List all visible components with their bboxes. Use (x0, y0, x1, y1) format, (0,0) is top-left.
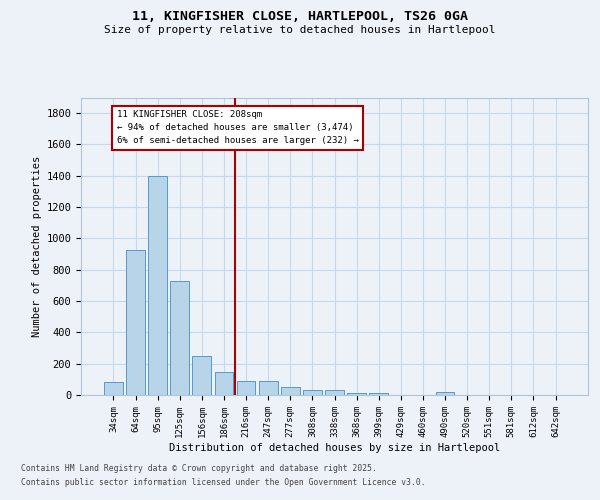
Bar (148, 176, 167, 395)
X-axis label: Distribution of detached houses by size in Hartlepool: Distribution of detached houses by size … (169, 442, 500, 452)
Bar (325, 390, 344, 395)
Bar (436, 392, 454, 395)
Text: 11 KINGFISHER CLOSE: 208sqm
← 94% of detached houses are smaller (3,474)
6% of s: 11 KINGFISHER CLOSE: 208sqm ← 94% of det… (117, 110, 359, 146)
Bar (126, 250, 145, 395)
Bar (281, 387, 299, 395)
Text: 11, KINGFISHER CLOSE, HARTLEPOOL, TS26 0GA: 11, KINGFISHER CLOSE, HARTLEPOOL, TS26 0… (132, 10, 468, 23)
Bar (193, 356, 211, 395)
Bar (347, 394, 366, 395)
Bar (259, 381, 278, 395)
Text: Size of property relative to detached houses in Hartlepool: Size of property relative to detached ho… (104, 25, 496, 35)
Bar (215, 372, 233, 395)
Bar (236, 381, 256, 395)
Y-axis label: Number of detached properties: Number of detached properties (32, 156, 42, 337)
Bar (370, 394, 388, 395)
Bar (104, 382, 123, 395)
Bar (170, 280, 189, 395)
Bar (303, 390, 322, 395)
Text: Contains public sector information licensed under the Open Government Licence v3: Contains public sector information licen… (21, 478, 425, 487)
Text: Contains HM Land Registry data © Crown copyright and database right 2025.: Contains HM Land Registry data © Crown c… (21, 464, 377, 473)
